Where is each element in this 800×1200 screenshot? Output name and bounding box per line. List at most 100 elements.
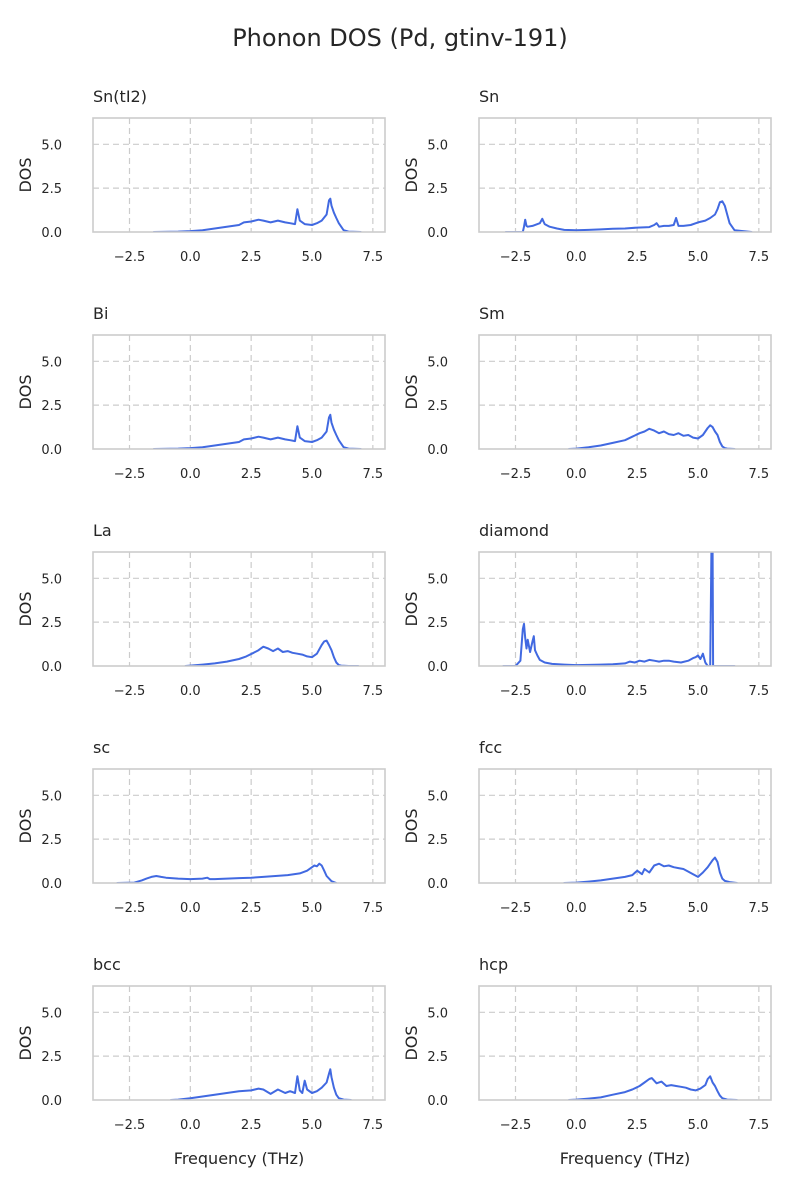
x-tick-label: 0.0 xyxy=(180,1118,201,1133)
x-tick-label: 5.0 xyxy=(688,1118,709,1133)
panel-title: hcp xyxy=(479,955,508,974)
axes-frame xyxy=(478,117,772,233)
x-tick-label: 0.0 xyxy=(180,684,201,699)
x-tick-label: 5.0 xyxy=(302,1118,323,1133)
y-tick-label: 5.0 xyxy=(41,355,62,370)
x-tick-label: 0.0 xyxy=(566,1118,587,1133)
panel-bcc: bcc −2.5 0.0 2.5 5.0 7.5 0.0 2.5 5.0 DOS Frequency… xyxy=(16,955,386,1168)
x-tick-label: 5.0 xyxy=(688,250,709,265)
x-tick-label: 7.5 xyxy=(362,1118,383,1133)
y-tick-label: 0.0 xyxy=(41,226,62,241)
x-tick-label: 5.0 xyxy=(302,901,323,916)
axes-frame xyxy=(92,117,386,233)
x-tick-label: −2.5 xyxy=(500,684,532,699)
x-tick-label: 0.0 xyxy=(180,467,201,482)
y-tick-label: 5.0 xyxy=(427,1006,448,1021)
y-tick-label: 5.0 xyxy=(427,789,448,804)
x-tick-label: 5.0 xyxy=(688,467,709,482)
x-tick-label: 2.5 xyxy=(241,250,262,265)
x-tick-label: 7.5 xyxy=(362,684,383,699)
dos-line xyxy=(152,413,362,449)
panel-bi: Bi −2.5 0.0 2.5 5.0 7.5 0.0 2.5 5.0 DOS xyxy=(16,304,386,482)
x-tick-label: −2.5 xyxy=(114,684,146,699)
y-axis-label: DOS xyxy=(402,808,421,843)
axes-frame xyxy=(92,768,386,884)
panel-hcp: hcp −2.5 0.0 2.5 5.0 7.5 0.0 2.5 5.0 DOS Frequency… xyxy=(402,955,772,1168)
axes-frame xyxy=(478,768,772,884)
x-tick-label: 2.5 xyxy=(627,467,648,482)
panel-title: fcc xyxy=(479,738,502,757)
x-tick-label: 5.0 xyxy=(688,684,709,699)
panel-sm: Sm −2.5 0.0 2.5 5.0 7.5 0.0 2.5 5.0 DOS xyxy=(402,304,772,482)
figure-title: Phonon DOS (Pd, gtinv-191) xyxy=(232,24,568,52)
dos-line xyxy=(152,197,362,232)
x-tick-label: 5.0 xyxy=(302,467,323,482)
y-tick-label: 0.0 xyxy=(427,660,448,675)
y-tick-label: 2.5 xyxy=(41,616,62,631)
x-tick-label: 5.0 xyxy=(302,684,323,699)
y-tick-label: 2.5 xyxy=(41,833,62,848)
axes-frame xyxy=(478,985,772,1101)
dos-line xyxy=(568,1075,738,1100)
x-tick-label: 7.5 xyxy=(362,250,383,265)
x-tick-label: 2.5 xyxy=(241,1118,262,1133)
x-tick-label: −2.5 xyxy=(500,467,532,482)
axes-frame xyxy=(478,334,772,450)
x-tick-label: 2.5 xyxy=(627,250,648,265)
x-tick-label: 7.5 xyxy=(748,250,769,265)
y-axis-label: DOS xyxy=(402,374,421,409)
dos-line xyxy=(563,856,738,883)
y-axis-label: DOS xyxy=(402,591,421,626)
y-tick-label: 0.0 xyxy=(427,877,448,892)
dos-line xyxy=(169,1068,352,1100)
panel-fcc: fcc −2.5 0.0 2.5 5.0 7.5 0.0 2.5 5.0 DOS xyxy=(402,738,772,916)
x-tick-label: 0.0 xyxy=(566,684,587,699)
y-tick-label: 0.0 xyxy=(41,877,62,892)
x-tick-label: 7.5 xyxy=(748,1118,769,1133)
x-tick-label: 7.5 xyxy=(362,467,383,482)
x-tick-label: −2.5 xyxy=(500,1118,532,1133)
x-tick-label: −2.5 xyxy=(500,901,532,916)
x-tick-label: 7.5 xyxy=(748,467,769,482)
panel-title: diamond xyxy=(479,521,549,540)
y-axis-label: DOS xyxy=(16,157,35,192)
y-tick-label: 2.5 xyxy=(427,182,448,197)
x-tick-label: 0.0 xyxy=(566,467,587,482)
panel-title: Sn(tI2) xyxy=(93,87,147,106)
panel-sc: sc −2.5 0.0 2.5 5.0 7.5 0.0 2.5 5.0 DOS xyxy=(16,738,386,916)
y-tick-label: 0.0 xyxy=(41,443,62,458)
x-tick-label: 0.0 xyxy=(566,901,587,916)
x-tick-label: −2.5 xyxy=(114,467,146,482)
panel-title: Sm xyxy=(479,304,505,323)
panel-la: La −2.5 0.0 2.5 5.0 7.5 0.0 2.5 5.0 DOS xyxy=(16,521,386,699)
y-tick-label: 2.5 xyxy=(41,182,62,197)
panel-title: bcc xyxy=(93,955,121,974)
axes-frame xyxy=(478,551,772,667)
y-tick-label: 5.0 xyxy=(41,138,62,153)
panel-title: sc xyxy=(93,738,110,757)
x-tick-label: −2.5 xyxy=(114,1118,146,1133)
x-tick-label: 2.5 xyxy=(241,901,262,916)
y-axis-label: DOS xyxy=(16,374,35,409)
x-tick-label: 2.5 xyxy=(241,467,262,482)
x-tick-label: 2.5 xyxy=(627,684,648,699)
y-tick-label: 2.5 xyxy=(427,399,448,414)
y-tick-label: 5.0 xyxy=(427,572,448,587)
panel-title: Sn xyxy=(479,87,499,106)
panel-sn: Sn −2.5 0.0 2.5 5.0 7.5 0.0 2.5 5.0 DOS xyxy=(402,87,772,265)
x-tick-label: 5.0 xyxy=(688,901,709,916)
y-tick-label: 5.0 xyxy=(41,1006,62,1021)
y-tick-label: 2.5 xyxy=(427,616,448,631)
dos-line xyxy=(568,424,736,449)
y-tick-label: 0.0 xyxy=(427,443,448,458)
dos-line xyxy=(116,862,338,883)
x-axis-label: Frequency (THz) xyxy=(560,1149,690,1168)
x-tick-label: −2.5 xyxy=(114,250,146,265)
y-tick-label: 2.5 xyxy=(41,399,62,414)
x-tick-label: 0.0 xyxy=(180,901,201,916)
panel-sn-ti2: Sn(tI2) −2.5 0.0 2.5 5.0 7.5 0.0 2.5 5.0 DOS xyxy=(16,87,386,265)
panel-diamond: diamond −2.5 0.0 2.5 5.0 7.5 0.0 2.5 5.0 DOS xyxy=(402,521,772,699)
x-tick-label: 2.5 xyxy=(627,901,648,916)
y-tick-label: 0.0 xyxy=(427,226,448,241)
